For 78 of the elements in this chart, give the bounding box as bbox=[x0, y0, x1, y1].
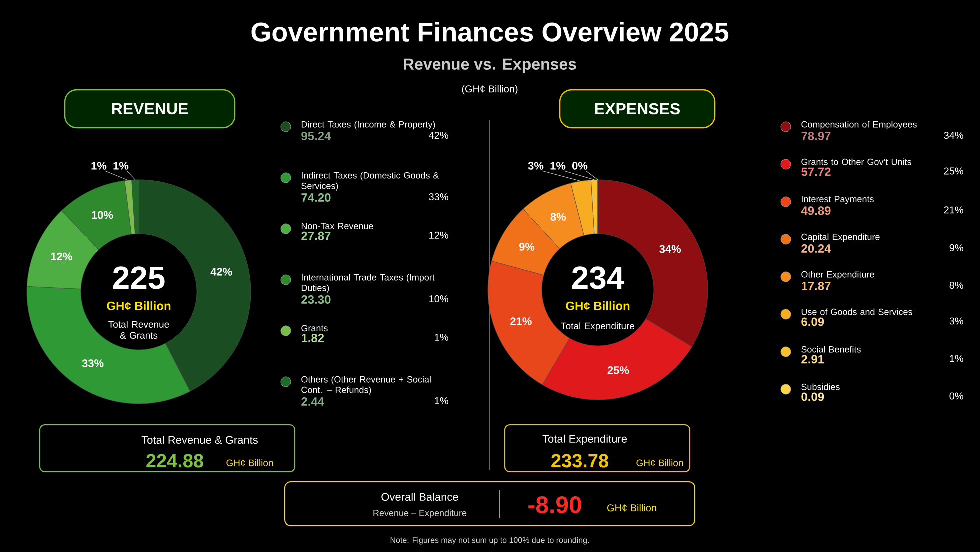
data-label: 1% bbox=[92, 162, 107, 170]
text: 224.88 bbox=[146, 454, 204, 468]
text: 57.72 bbox=[802, 168, 831, 176]
data-label: 42% bbox=[210, 268, 232, 276]
legend-label: Indirect Taxes (Domestic Goods & Services) bbox=[302, 172, 440, 192]
data-label: 12% bbox=[51, 252, 72, 261]
legend-label: International Trade Taxes (Import Duties) bbox=[302, 274, 435, 294]
legend-label: Direct Taxes (Income & Property) bbox=[302, 121, 436, 130]
text: 23.30 bbox=[302, 295, 331, 304]
text: GH¢ Billion bbox=[608, 504, 656, 512]
legend-label: Social Benefits bbox=[802, 346, 861, 353]
text: Total Revenue & Grants bbox=[142, 436, 258, 444]
legend-label: Use of Goods and Services bbox=[802, 308, 912, 316]
text: Total Expenditure bbox=[542, 434, 628, 446]
legend-label: Other Expenditure bbox=[802, 271, 874, 280]
legend-label: Grants to Other Gov’t Units bbox=[802, 158, 912, 166]
legend-label: Compensation of Employees bbox=[802, 121, 917, 130]
legend-label: Subsidies bbox=[802, 384, 840, 390]
text: 42% bbox=[429, 132, 448, 140]
text: 74.20 bbox=[302, 193, 331, 202]
data-label: 10% bbox=[92, 211, 114, 220]
text: -8.90 bbox=[528, 496, 582, 514]
data-label: 33% bbox=[82, 360, 104, 368]
data-label: 8% bbox=[550, 213, 566, 221]
text: 34% bbox=[944, 132, 964, 140]
legend-label: Non-Tax Revenue bbox=[302, 223, 374, 230]
text: GH¢ Billion bbox=[636, 459, 684, 467]
chart-title: EXPENSES bbox=[595, 103, 680, 115]
text: 1% bbox=[435, 397, 448, 404]
text: 0.09 bbox=[802, 392, 824, 402]
text: 2.44 bbox=[302, 397, 324, 406]
text: 10% bbox=[430, 295, 448, 303]
text: 1.82 bbox=[302, 334, 324, 342]
legend-label: Grants bbox=[302, 325, 328, 332]
data-label: 9% bbox=[519, 243, 535, 251]
text: 17.87 bbox=[802, 282, 831, 290]
text: 12% bbox=[430, 232, 448, 239]
text: 95.24 bbox=[302, 132, 332, 140]
text: 225 bbox=[113, 266, 165, 290]
text: 9% bbox=[950, 244, 964, 252]
text: 234 bbox=[572, 266, 625, 290]
text: 0% bbox=[950, 392, 964, 400]
legend-label: Capital Expenditure bbox=[802, 234, 880, 242]
text: 1% bbox=[435, 334, 448, 341]
data-label: 25% bbox=[608, 366, 630, 374]
text: 25% bbox=[944, 168, 964, 175]
text: Revenue – Expenditure bbox=[374, 510, 467, 518]
text: GH¢ Billion bbox=[226, 459, 274, 467]
text: Total Revenue & Grants bbox=[108, 321, 170, 339]
text: 20.24 bbox=[802, 244, 832, 253]
legend-label: Interest Payments bbox=[802, 196, 874, 204]
data-label: 34% bbox=[660, 245, 682, 254]
text: (GH¢ Billion) bbox=[462, 85, 518, 95]
text: 27.87 bbox=[302, 232, 331, 240]
data-label: 1% bbox=[550, 162, 566, 170]
text: GH¢ Billion bbox=[107, 302, 171, 310]
text: 233.78 bbox=[552, 454, 608, 468]
text: 3% bbox=[950, 318, 964, 325]
text: 49.89 bbox=[801, 206, 831, 216]
text: Government Finances Overview 2025 bbox=[252, 22, 729, 42]
data-label: 3% bbox=[528, 162, 544, 170]
text: Total Expenditure bbox=[561, 322, 635, 332]
text: 78.97 bbox=[802, 132, 831, 140]
text: 8% bbox=[950, 282, 964, 290]
data-label: 1% bbox=[114, 162, 129, 170]
text: 2.91 bbox=[802, 355, 824, 364]
text: 1% bbox=[950, 355, 964, 362]
text: 6.09 bbox=[802, 318, 824, 326]
text: Revenue vs. Expenses bbox=[404, 58, 576, 74]
legend-label: Others (Other Revenue + Social Cont. – Refunds) bbox=[302, 376, 431, 396]
data-label: 21% bbox=[510, 318, 532, 326]
chart-title: REVENUE bbox=[112, 103, 188, 115]
text: 21% bbox=[944, 206, 964, 214]
text: Note: Figures may not sum up to 100% due to rounding. bbox=[390, 537, 589, 545]
text: Overall Balance bbox=[382, 492, 458, 502]
text: GH¢ Billion bbox=[566, 302, 630, 310]
text: 0% bbox=[572, 162, 588, 170]
text: 33% bbox=[429, 193, 448, 201]
